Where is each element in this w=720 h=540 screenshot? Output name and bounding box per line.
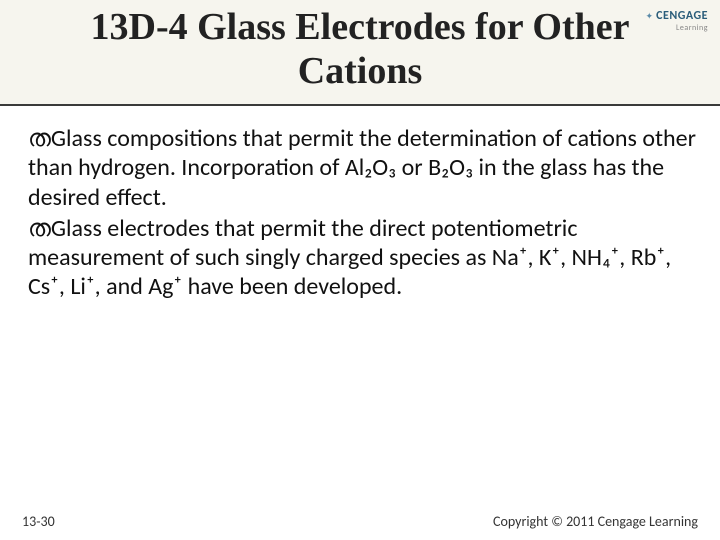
bullet-text: Glass electrodes that permit the direct … (28, 214, 671, 302)
body-text: തGlass compositions that permit the dete… (28, 124, 696, 304)
bullet-item: തGlass compositions that permit the dete… (28, 124, 696, 212)
bullet-marker-icon: ത (28, 214, 51, 243)
copyright-text: Copyright © 2011 Cengage Learning (493, 513, 698, 530)
bullet-item: തGlass electrodes that permit the direct… (28, 214, 696, 302)
slide: ✦ CENGAGE Learning 13D-4 Glass Electrode… (0, 0, 720, 540)
slide-title: 13D-4 Glass Electrodes for Other Cations (40, 6, 680, 93)
page-number: 13-30 (22, 513, 55, 530)
bullet-marker-icon: ത (28, 124, 51, 153)
logo-sub: Learning (676, 23, 708, 33)
bullet-text: Glass compositions that permit the deter… (28, 124, 696, 212)
